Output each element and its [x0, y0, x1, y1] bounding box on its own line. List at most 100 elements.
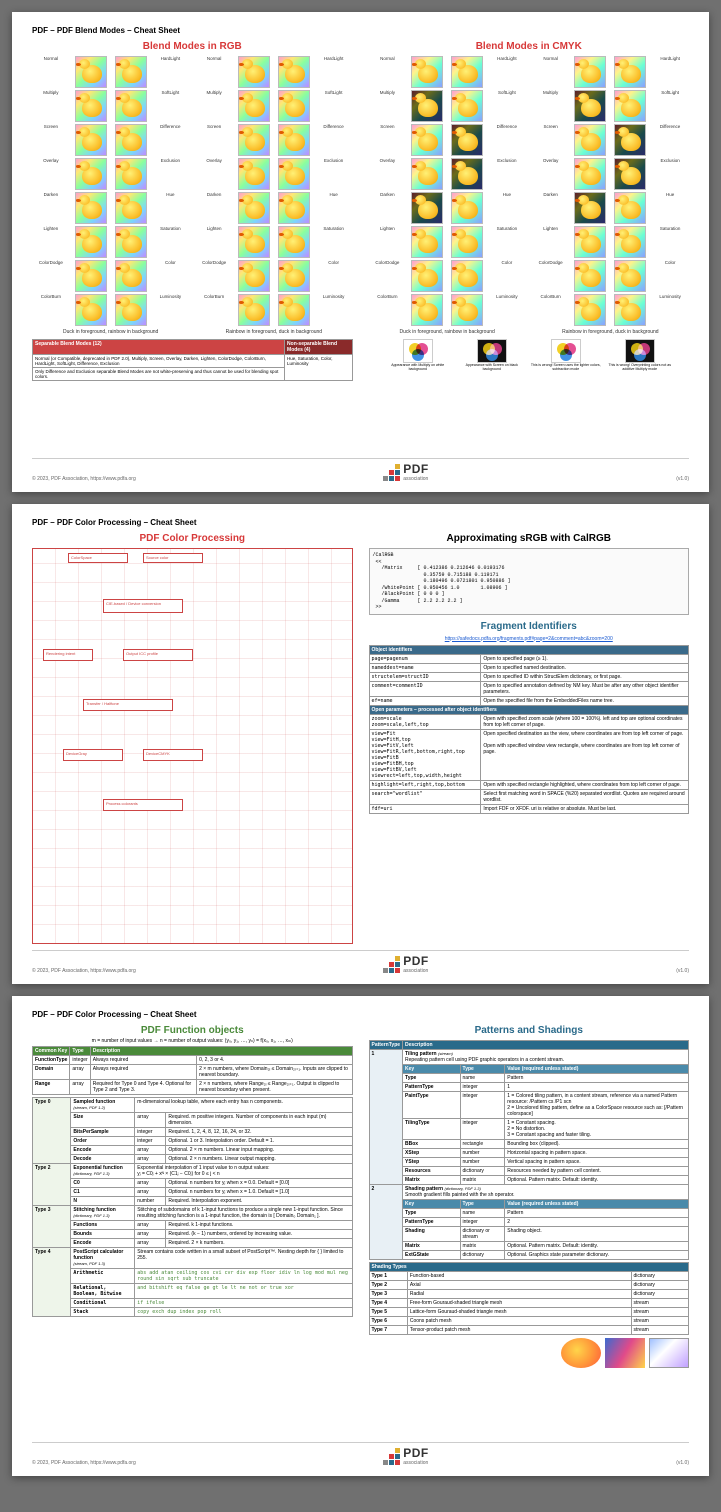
mode-label: Difference — [323, 125, 343, 130]
mode-label: Darken — [380, 193, 395, 198]
blend-swatch — [451, 192, 483, 224]
mode-label: Lighten — [380, 227, 395, 232]
shading-body: Type 1Function-baseddictionaryType 2Axia… — [369, 1272, 689, 1335]
diagram-box: DeviceGray — [63, 749, 123, 761]
blend-swatch — [75, 56, 107, 88]
table-row: TypenamePattern — [369, 1074, 689, 1083]
blend-swatch — [75, 124, 107, 156]
blend-swatch — [75, 226, 107, 258]
mode-label: ColorDodge — [539, 261, 563, 266]
diagram-box: ColorSpace — [68, 553, 128, 563]
mode-label: Luminosity — [496, 295, 518, 300]
object-identifiers-table: Object identifiers page=pagenumOpen to s… — [369, 645, 690, 814]
table-row: SizearrayRequired. m positive integers. … — [33, 1113, 353, 1128]
logo-sub: association — [403, 968, 429, 974]
blend-swatch — [574, 260, 606, 292]
mode-label: Saturation — [323, 227, 344, 232]
shading-types-table: Shading Types Type 1Function-baseddictio… — [369, 1262, 690, 1335]
venn-label: This is wrong! Overprinting colors not a… — [605, 364, 675, 371]
page-title: PDF – PDF Color Processing – Cheat Sheet — [32, 518, 689, 527]
pattern-header: 1Tiling pattern (stream)Repeating patter… — [369, 1050, 689, 1065]
blend-swatch — [451, 260, 483, 292]
color-processing-diagram: ColorSpaceSource colorCIE-based / Device… — [32, 548, 353, 944]
caption-a2: Duck in foreground, rainbow in backgroun… — [369, 329, 526, 335]
table-row: BoundsarrayRequired. (k − 1) numbers, or… — [33, 1230, 353, 1239]
pattern-hdr: PatternType — [369, 1041, 403, 1050]
table-row: Shadingdictionary or streamShading objec… — [369, 1227, 689, 1242]
sep-header: Separable Blend Modes (12) — [33, 340, 285, 355]
mode-label: Exclusion — [161, 159, 180, 164]
blend-swatch — [278, 226, 310, 258]
calrgb-title: Approximating sRGB with CalRGB — [369, 533, 690, 544]
table-row: OrderintegerOptional. 1 or 3. Interpolat… — [33, 1137, 353, 1146]
diagram-box: Transfer / Halftone — [83, 699, 173, 711]
logo-sub: association — [403, 1460, 429, 1466]
blend-swatch — [238, 90, 270, 122]
cmyk-grid-a: NormalHardLightMultiplySoftLightScreenDi… — [369, 56, 526, 326]
mode-label: Lighten — [543, 227, 558, 232]
mode-label: Exclusion — [497, 159, 516, 164]
pdf-logo: PDF association — [383, 954, 429, 974]
table-row: fdf=uriImport FDF or XFDF. uri is relati… — [369, 804, 689, 813]
cmyk-title: Blend Modes in CMYK — [369, 41, 690, 52]
mode-label: Color — [665, 261, 676, 266]
mode-label: Luminosity — [659, 295, 681, 300]
mode-label: Darken — [207, 193, 222, 198]
mode-label: Darken — [44, 193, 59, 198]
table-row: TilingTypeinteger1 = Constant spacing. 2… — [369, 1119, 689, 1140]
frag-url[interactable]: https://safedocs.pdfa.org/fragments.pdf#… — [445, 636, 613, 642]
diagram-box: Rendering intent — [43, 649, 93, 661]
blend-swatch — [278, 260, 310, 292]
table-row: XStepnumberHorizontal spacing in pattern… — [369, 1149, 689, 1158]
table-row: view=Fit view=FitH,top view=FitV,left vi… — [369, 729, 689, 780]
venn-diagram — [625, 339, 655, 363]
venn-diagram — [403, 339, 433, 363]
mode-label: HardLight — [161, 57, 181, 62]
blend-swatch — [411, 192, 443, 224]
blend-swatch — [75, 260, 107, 292]
blend-swatch — [614, 158, 646, 190]
functions-col: PDF Function objects m = number of input… — [32, 1025, 353, 1436]
logo-text: PDF — [403, 462, 429, 476]
shading-swatches — [369, 1338, 690, 1368]
blend-swatch — [238, 294, 270, 326]
table-row: ResourcesdictionaryResources needed by p… — [369, 1167, 689, 1176]
function-common-table: Common KeyTypeDescription FunctionTypein… — [32, 1046, 353, 1095]
left-title: PDF Color Processing — [32, 533, 353, 544]
table-row: BBoxrectangleBounding box (clipped). — [369, 1140, 689, 1149]
version: (v1.0) — [676, 476, 689, 482]
table-row: EncodearrayOptional. 2 × m numbers. Line… — [33, 1146, 353, 1155]
blend-swatch — [411, 226, 443, 258]
table-row: highlight=left,right,top,bottomOpen with… — [369, 780, 689, 789]
mode-label: SoftLight — [661, 91, 679, 96]
page-footer: © 2023, PDF Association, https://www.pdf… — [32, 950, 689, 974]
mode-label: ColorDodge — [375, 261, 399, 266]
pat-body: 1Tiling pattern (stream)Repeating patter… — [369, 1050, 689, 1260]
blend-swatch — [451, 226, 483, 258]
mode-label: Color — [165, 261, 176, 266]
table-row: FunctionTypeintegerAlways required0, 2, … — [33, 1056, 353, 1065]
mode-label: Color — [501, 261, 512, 266]
blend-swatch — [614, 294, 646, 326]
mesh-swatch — [649, 1338, 689, 1368]
right-col: Approximating sRGB with CalRGB /CalRGB <… — [369, 533, 690, 944]
table-row: Stackcopy exch dup index pop roll — [33, 1308, 353, 1317]
mode-label: Overlay — [380, 159, 396, 164]
page-footer: © 2023, PDF Association, https://www.pdf… — [32, 458, 689, 482]
venn-label: Appearance with Screen on black backgrou… — [457, 364, 527, 371]
blend-swatch — [614, 90, 646, 122]
patterns-col: Patterns and Shadings PatternTypeDescrip… — [369, 1025, 690, 1436]
mode-label: Screen — [207, 125, 221, 130]
obj-ident-body: page=pagenumOpen to specified page (≥ 1)… — [369, 654, 689, 705]
blend-swatch — [614, 260, 646, 292]
mode-label: Luminosity — [323, 295, 345, 300]
mode-label: HardLight — [497, 57, 517, 62]
mode-label: Lighten — [44, 227, 59, 232]
fn-types-body: Type 0Sampled function(stream, PDF 1.2)m… — [33, 1098, 353, 1317]
common-hdr: Common Key — [33, 1047, 70, 1056]
table-row: comment=commentIDOpen to specified annot… — [369, 681, 689, 696]
color-processing-diagram-col: PDF Color Processing ColorSpaceSource co… — [32, 533, 353, 944]
pdf-logo: PDF association — [383, 1446, 429, 1466]
diagram-box: DeviceCMYK — [143, 749, 203, 761]
mode-label: Difference — [660, 125, 680, 130]
